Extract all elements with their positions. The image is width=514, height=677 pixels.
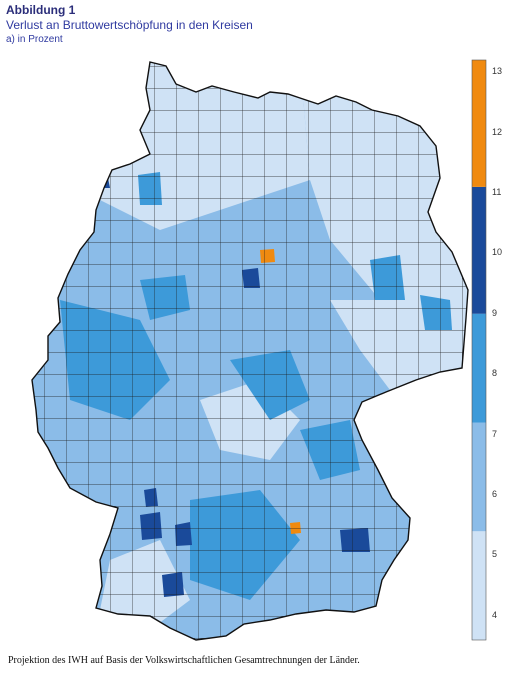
legend-band-4 [472,60,486,187]
legend-band-1 [472,422,486,532]
legend-band-3 [472,186,486,314]
figure-title: Verlust an Bruttowertschöpfung in den Kr… [6,18,253,32]
legend-tick-label: 4 [492,609,498,620]
legend-tick-label: 9 [492,307,498,318]
legend-band-0 [472,531,486,640]
legend-tick-label: 12 [492,126,503,137]
figure-label: Abbildung 1 [6,3,76,17]
legend-tick-label: 13 [492,66,503,77]
legend-tick-label: 10 [492,247,503,258]
figure-header: Abbildung 1 Verlust an Bruttowertschöpfu… [6,3,253,47]
legend-tick-label: 7 [492,428,498,439]
legend-tick-label: 11 [492,186,502,197]
figure-subtitle: a) in Prozent [6,34,63,45]
legend-tick-label: 8 [492,368,498,379]
source-note: Projektion des IWH auf Basis der Volkswi… [8,655,360,666]
legend-band-2 [472,313,486,423]
legend-tick-label: 5 [492,549,498,560]
legend-tick-label: 6 [492,489,498,499]
